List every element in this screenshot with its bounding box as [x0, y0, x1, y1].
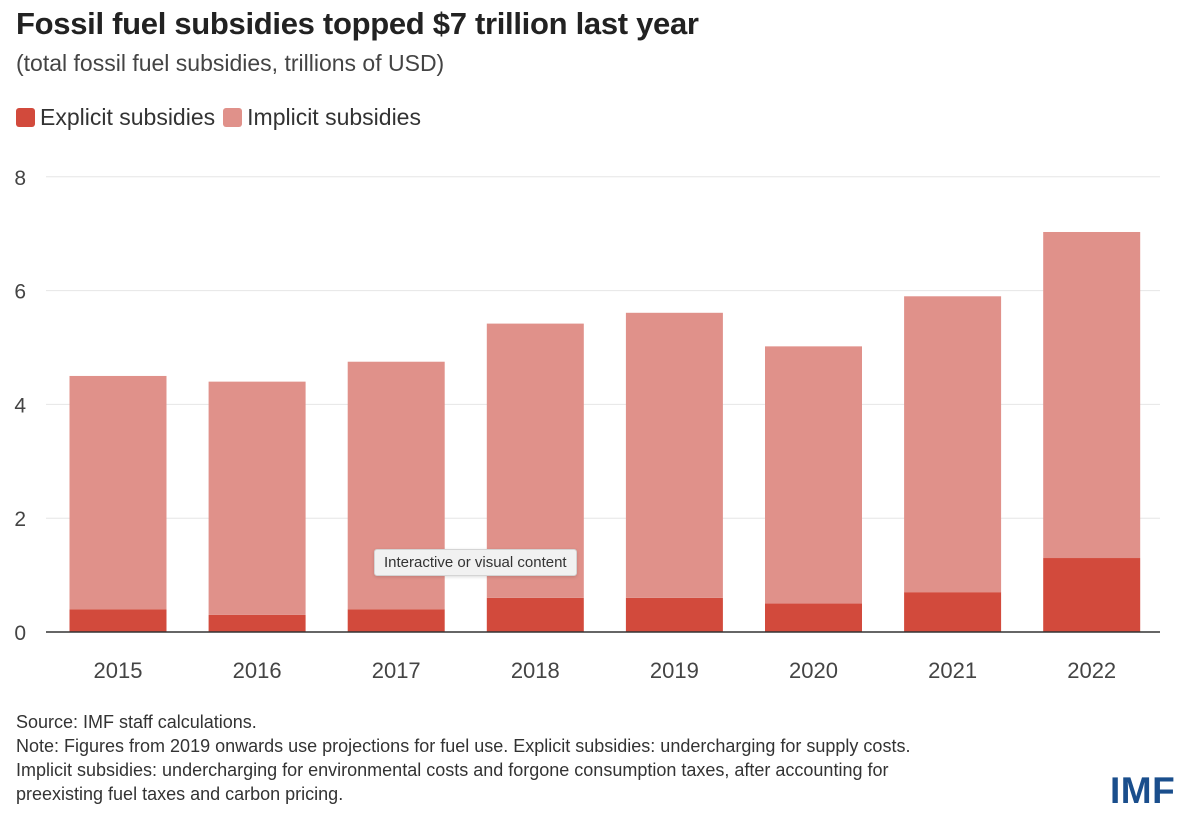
bar-implicit-2015	[69, 375, 167, 610]
footnotes: Source: IMF staff calculations. Note: Fi…	[16, 710, 1086, 806]
note-line-3: preexisting fuel taxes and carbon pricin…	[16, 784, 344, 804]
x-tick-label: 2021	[928, 658, 977, 683]
x-tick-label: 2022	[1067, 658, 1116, 683]
bar-explicit-2020	[765, 603, 862, 632]
x-tick-label: 2016	[233, 658, 282, 683]
bar-explicit-2015	[69, 609, 167, 632]
source-note: Source: IMF staff calculations.	[16, 712, 257, 732]
note-line-2: Implicit subsidies: undercharging for en…	[16, 760, 889, 780]
y-tick-label: 8	[14, 167, 26, 190]
y-tick-label: 2	[14, 508, 26, 531]
y-tick-label: 4	[14, 394, 26, 417]
legend-label-implicit: Implicit subsidies	[247, 104, 421, 130]
x-tick-label: 2017	[372, 658, 421, 683]
x-tick-label: 2015	[94, 658, 143, 683]
x-tick-label: 2018	[511, 658, 560, 683]
bar-chart: 0 2 4 6 8 2015 2016 2017 2018 2019 2020 2021 2022	[14, 167, 1160, 683]
legend-item-implicit: Implicit subsidies	[223, 104, 421, 131]
note-line-1: Note: Figures from 2019 onwards use proj…	[16, 736, 911, 756]
x-tick-label: 2019	[650, 658, 699, 683]
bar-explicit-2018	[486, 597, 584, 632]
y-tick-label: 0	[14, 622, 26, 645]
bar-implicit-2019	[625, 312, 723, 598]
bar-implicit-2021	[904, 296, 1002, 593]
legend-swatch-explicit	[16, 108, 35, 127]
chart-title: Fossil fuel subsidies topped $7 trillion…	[16, 6, 699, 41]
imf-logo: IMF	[1110, 770, 1176, 811]
bar-implicit-2022	[1043, 231, 1141, 559]
y-tick-label: 6	[14, 281, 26, 304]
tooltip: Interactive or visual content	[374, 549, 577, 576]
legend-swatch-implicit	[223, 108, 243, 127]
bar-implicit-2020	[765, 346, 862, 604]
bar-implicit-2016	[208, 381, 306, 615]
legend-item-explicit: Explicit subsidies	[16, 104, 215, 131]
bar-explicit-2021	[904, 592, 1002, 632]
bar-explicit-2019	[625, 597, 723, 632]
bar-explicit-2017	[347, 609, 445, 632]
legend: Explicit subsidies Implicit subsidies	[16, 104, 429, 131]
bar-explicit-2022	[1043, 558, 1141, 632]
chart-subtitle: (total fossil fuel subsidies, trillions …	[16, 50, 445, 76]
bar-explicit-2016	[208, 614, 306, 632]
legend-label-explicit: Explicit subsidies	[40, 104, 216, 130]
x-tick-label: 2020	[789, 658, 838, 683]
